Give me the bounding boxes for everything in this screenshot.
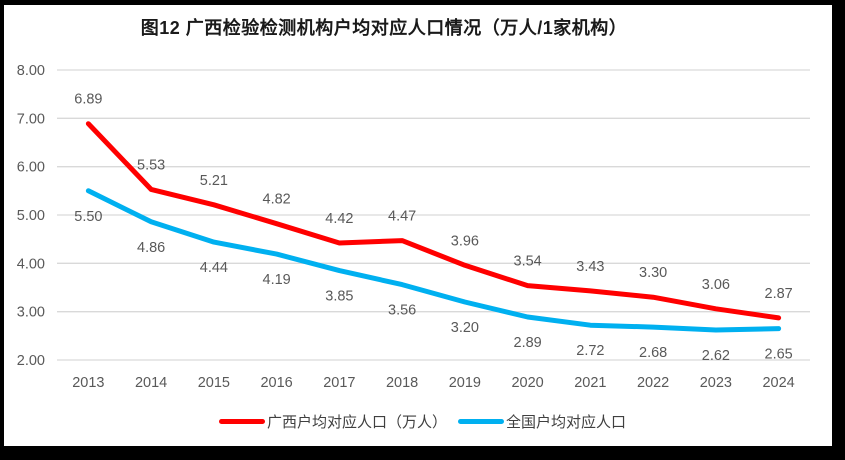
data-label: 2.72 [576, 343, 604, 359]
data-label: 4.86 [137, 240, 165, 256]
data-label: 2.87 [765, 286, 793, 302]
x-tick-label: 2014 [135, 375, 167, 391]
y-tick-label: 6.00 [17, 160, 45, 176]
data-label: 2.62 [702, 348, 730, 364]
data-label: 2.68 [639, 345, 667, 361]
data-label: 3.06 [702, 277, 730, 293]
x-tick-label: 2017 [323, 375, 355, 391]
data-label: 2.89 [514, 335, 542, 351]
y-tick-label: 4.00 [17, 256, 45, 272]
data-label: 4.42 [325, 211, 353, 227]
series-line [85, 121, 782, 321]
data-label: 3.54 [514, 254, 542, 270]
data-label: 3.43 [576, 259, 604, 275]
y-tick-label: 5.00 [17, 208, 45, 224]
x-tick-label: 2024 [762, 375, 794, 391]
data-label: 4.47 [388, 209, 416, 225]
data-label: 4.82 [263, 192, 291, 208]
y-tick-label: 8.00 [17, 63, 45, 79]
data-label: 4.19 [263, 272, 291, 288]
x-tick-label: 2022 [637, 375, 669, 391]
data-label: 3.30 [639, 265, 667, 281]
data-label: 2.65 [765, 347, 793, 363]
y-tick-label: 2.00 [17, 353, 45, 369]
data-label: 3.56 [388, 303, 416, 319]
x-tick-label: 2019 [449, 375, 481, 391]
chart-legend: 广西户均对应人口（万人） 全国户均对应人口 [0, 411, 845, 432]
x-tick-label: 2018 [386, 375, 418, 391]
data-label: 5.50 [74, 209, 102, 225]
x-tick-label: 2013 [72, 375, 104, 391]
data-label: 3.85 [325, 289, 353, 305]
data-label: 3.20 [451, 320, 479, 336]
x-tick-label: 2021 [574, 375, 606, 391]
data-label: 6.89 [74, 92, 102, 108]
data-label: 3.96 [451, 233, 479, 249]
legend-line-swatch-blue [458, 419, 504, 424]
legend-line-swatch-red [218, 419, 265, 424]
data-label: 5.21 [200, 173, 228, 189]
data-label: 4.44 [200, 260, 228, 276]
data-label: 5.53 [137, 157, 165, 173]
chart-background [4, 5, 832, 446]
x-tick-label: 2015 [198, 375, 230, 391]
x-tick-label: 2016 [260, 375, 292, 391]
x-tick-label: 2023 [700, 375, 732, 391]
legend-label-national: 全国户均对应人口 [506, 414, 627, 431]
y-tick-label: 3.00 [17, 305, 45, 321]
legend-item-national: 全国户均对应人口 [458, 411, 626, 432]
legend-item-guangxi: 广西户均对应人口（万人） [218, 411, 447, 432]
series-line [85, 188, 782, 333]
legend-label-guangxi: 广西户均对应人口（万人） [266, 414, 447, 431]
chart-title: 图12 广西检验检测机构户均对应人口情况（万人/1家机构） [140, 18, 628, 38]
y-tick-label: 7.00 [17, 111, 45, 127]
x-tick-label: 2020 [511, 375, 543, 391]
